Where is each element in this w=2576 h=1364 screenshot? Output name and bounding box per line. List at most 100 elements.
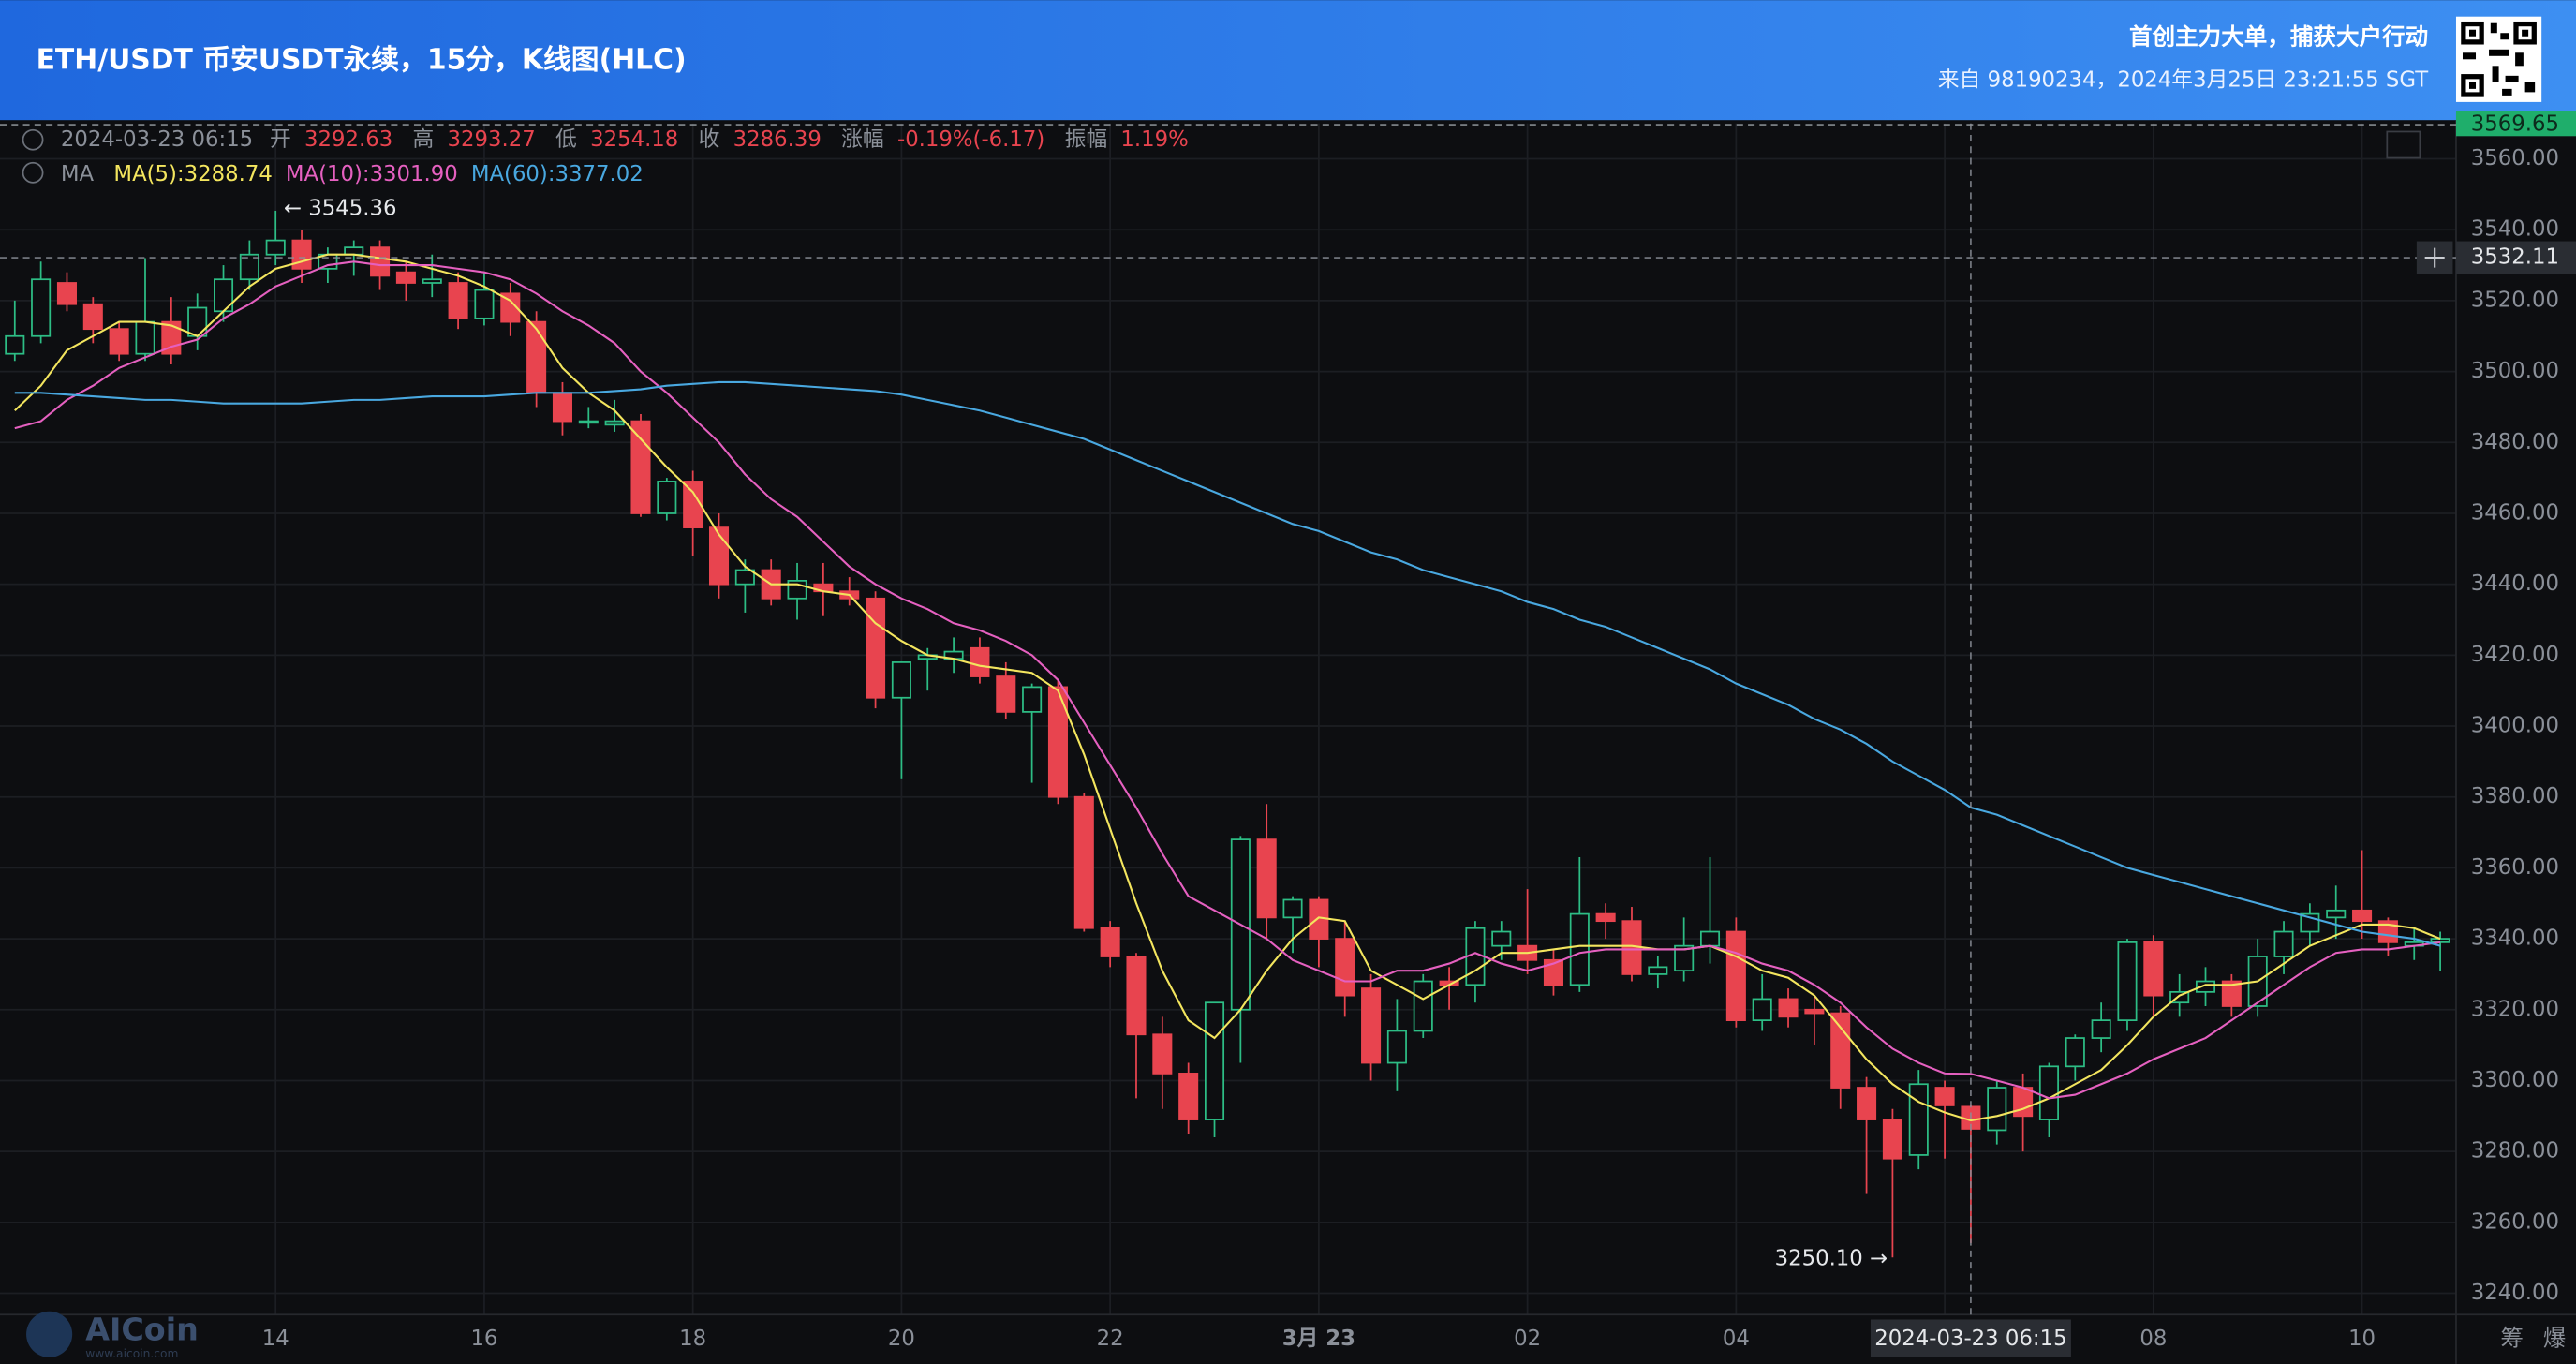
- y-tick-label: 3260.00: [2471, 1209, 2559, 1234]
- legend-value: 3301.90: [370, 162, 458, 186]
- candle-body: [2377, 920, 2398, 943]
- y-tick-label: 3300.00: [2471, 1068, 2559, 1092]
- candle-body: [1361, 987, 1382, 1064]
- toolbar-button[interactable]: 筹: [2500, 1325, 2524, 1352]
- y-tick-label: 3340.00: [2471, 927, 2559, 951]
- candle-body: [31, 278, 52, 337]
- candle-body: [1491, 930, 1512, 947]
- y-tick-label: 3280.00: [2471, 1139, 2559, 1164]
- candle-body: [2273, 930, 2294, 957]
- candle-body: [1830, 1012, 1851, 1089]
- info-label: 收: [699, 127, 720, 152]
- candle-body: [1386, 1030, 1407, 1064]
- high-label: ← 3545.36: [284, 197, 397, 221]
- info-time: 2024-03-23 06:15: [61, 127, 253, 152]
- candle-body: [2352, 909, 2373, 923]
- fullscreen-icon[interactable]: [2386, 130, 2421, 159]
- candle-body: [1569, 912, 1590, 986]
- candle-body: [2117, 941, 2138, 1022]
- x-tick-label: 02: [1514, 1327, 1541, 1351]
- x-tick-label: 3月 23: [1282, 1327, 1355, 1351]
- candle-body: [1100, 927, 1120, 957]
- candle-body: [970, 646, 990, 677]
- y-tick-label: 3360.00: [2471, 855, 2559, 880]
- toggle-icon[interactable]: [22, 128, 44, 151]
- info-line: 2024-03-23 06:15 开 3292.63 高 3293.27 低 3…: [61, 127, 1189, 152]
- x-tick-label: 20: [888, 1327, 915, 1351]
- candle-body: [657, 481, 677, 514]
- info-label: 低: [555, 127, 577, 152]
- candle-body: [2013, 1087, 2034, 1118]
- last-price-tag: [2455, 111, 2576, 137]
- legend-name: MA(10): [286, 162, 363, 186]
- legend-separator: :: [363, 162, 370, 186]
- legend-name: MA(60): [471, 162, 548, 186]
- y-tick-label: 3540.00: [2471, 217, 2559, 242]
- info-label: 涨幅: [841, 127, 884, 152]
- candle-body: [2143, 941, 2164, 997]
- x-tick-label: 08: [2139, 1327, 2167, 1351]
- candle-body: [5, 334, 25, 355]
- x-tick-label: 10: [2348, 1327, 2376, 1351]
- candle-body: [1126, 956, 1147, 1036]
- candle-body: [1908, 1083, 1929, 1156]
- candle-body: [2326, 909, 2347, 919]
- candle-body: [370, 246, 391, 277]
- legend-title: MA: [61, 162, 95, 186]
- qr-code: [2455, 16, 2542, 102]
- candle-body: [630, 420, 651, 514]
- x-tick-label: 22: [1097, 1327, 1124, 1351]
- toggle-icon[interactable]: [22, 161, 44, 184]
- x-tick-label: 14: [262, 1327, 289, 1351]
- candle-body: [1987, 1087, 2007, 1132]
- low-label: 3250.10 →: [1775, 1247, 1888, 1271]
- candle-body: [82, 303, 103, 331]
- info-value: 3293.27: [448, 127, 536, 152]
- candle-body: [448, 282, 468, 319]
- candle-body: [187, 306, 208, 337]
- candle-body: [344, 246, 364, 256]
- candle-body: [1595, 912, 1616, 923]
- crosshair-price-tag: [2455, 241, 2576, 274]
- info-value: 3292.63: [304, 127, 392, 152]
- x-tick-label: 16: [470, 1327, 497, 1351]
- legend: MA MA(5):3288.74 MA(10):3301.90 MA(60):337…: [61, 162, 644, 186]
- candle-body: [1857, 1087, 1877, 1120]
- candle-body: [500, 292, 521, 323]
- candle-body: [265, 239, 286, 256]
- candle-body: [1934, 1087, 1955, 1106]
- candle-body: [1282, 898, 1303, 919]
- y-tick-label: 3420.00: [2471, 643, 2559, 667]
- toolbar-button[interactable]: 爆: [2543, 1325, 2567, 1352]
- candle-body: [109, 328, 129, 355]
- candle-body: [422, 278, 442, 284]
- info-label: 开: [270, 127, 291, 152]
- candle-body: [1674, 944, 1695, 972]
- candle-body: [2221, 980, 2242, 1007]
- y-tick-label: 3320.00: [2471, 997, 2559, 1021]
- candle-body: [474, 289, 495, 319]
- y-tick-label: 3560.00: [2471, 146, 2559, 170]
- candle-body: [604, 420, 625, 426]
- legend-separator: :: [177, 162, 185, 186]
- y-tick-label: 3500.00: [2471, 359, 2559, 383]
- candle-body: [1699, 930, 1721, 947]
- ma-line: [14, 260, 2441, 1100]
- candle-body: [683, 481, 703, 528]
- grid: [0, 123, 2456, 1315]
- watermark: AICoin: [85, 1311, 199, 1347]
- candle-body: [1152, 1033, 1173, 1075]
- candle-body: [734, 569, 755, 586]
- ma-line: [14, 380, 2441, 947]
- info-value: 3286.39: [733, 127, 822, 152]
- candle-body: [2430, 938, 2450, 943]
- crosshair-time-tag: [1870, 1319, 2071, 1357]
- source: 来自 98190234，2024年3月25日 23:21:55 SGT: [1938, 68, 2428, 93]
- candle-body: [56, 282, 77, 305]
- info-value: 1.19%: [1120, 127, 1188, 152]
- candle-body: [1073, 795, 1094, 929]
- y-tick-label: 3520.00: [2471, 288, 2559, 312]
- header-bar: [0, 0, 2576, 121]
- candle-body: [996, 675, 1016, 713]
- x-tick-label: 04: [1723, 1327, 1750, 1351]
